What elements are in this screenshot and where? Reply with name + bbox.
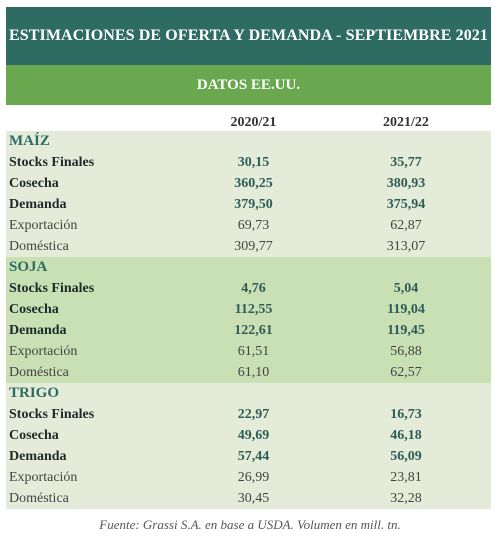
value-2021-22: 35,77 xyxy=(390,154,422,170)
table-row: Exportación 69,73 62,87 xyxy=(6,215,491,236)
row-label: Demanda xyxy=(9,322,67,338)
value-2021-22: 380,93 xyxy=(386,175,426,191)
section-soy: SOJA Stocks Finales 4,76 5,04 Cosecha 11… xyxy=(6,257,491,383)
value-2021-22: 23,81 xyxy=(390,469,422,485)
table-row: Stocks Finales 22,97 16,73 xyxy=(6,404,491,425)
value-2020-21: 26,99 xyxy=(237,469,270,485)
table-row: Cosecha 49,69 46,18 xyxy=(6,425,491,446)
row-label: Stocks Finales xyxy=(9,280,95,296)
section-title: SOJA xyxy=(9,259,48,275)
value-2021-22: 56,09 xyxy=(390,448,422,464)
column-header-row: 2020/21 2021/22 xyxy=(6,105,491,131)
table-row: Cosecha 112,55 119,04 xyxy=(6,299,491,320)
table-row: Demanda 57,44 56,09 xyxy=(6,446,491,467)
row-label: Doméstica xyxy=(9,490,69,506)
value-2020-21: 61,10 xyxy=(237,364,270,380)
table-row: Doméstica 30,45 32,28 xyxy=(6,488,491,509)
section-title: MAÍZ xyxy=(9,133,50,149)
value-2020-21: 49,69 xyxy=(237,427,270,443)
value-2021-22: 5,04 xyxy=(393,280,419,296)
value-2021-22: 62,57 xyxy=(390,364,422,380)
row-label: Exportación xyxy=(9,469,78,485)
estimates-table: ESTIMACIONES DE OFERTA Y DEMANDA - SEPTI… xyxy=(6,7,491,509)
table-subtitle: DATOS EE.UU. xyxy=(6,65,491,105)
value-2021-22: 62,87 xyxy=(390,217,422,233)
value-2021-22: 119,45 xyxy=(387,322,425,338)
value-2020-21: 360,25 xyxy=(234,175,273,191)
row-label: Exportación xyxy=(9,343,78,359)
value-2020-21: 57,44 xyxy=(237,448,270,464)
value-2021-22: 56,88 xyxy=(390,343,422,359)
value-2020-21: 22,97 xyxy=(237,406,270,422)
table-title: ESTIMACIONES DE OFERTA Y DEMANDA - SEPTI… xyxy=(6,7,491,65)
value-2021-22: 119,04 xyxy=(387,301,425,317)
row-label: Stocks Finales xyxy=(9,406,95,422)
value-2021-22: 16,73 xyxy=(390,406,422,422)
table-row: Exportación 61,51 56,88 xyxy=(6,341,491,362)
section-title: TRIGO xyxy=(9,385,60,401)
table-row: Doméstica 61,10 62,57 xyxy=(6,362,491,383)
row-label: Cosecha xyxy=(9,427,59,443)
row-label: Doméstica xyxy=(9,364,69,380)
column-header-2020-21: 2020/21 xyxy=(230,115,277,130)
row-label: Doméstica xyxy=(9,238,69,254)
table-row: Demanda 379,50 375,94 xyxy=(6,194,491,215)
row-label: Stocks Finales xyxy=(9,154,95,170)
value-2021-22: 375,94 xyxy=(386,196,426,212)
row-label: Demanda xyxy=(9,448,67,464)
value-2020-21: 30,45 xyxy=(237,490,270,506)
row-label: Cosecha xyxy=(9,175,59,191)
value-2021-22: 32,28 xyxy=(390,490,422,506)
row-label: Demanda xyxy=(9,196,67,212)
value-2020-21: 379,50 xyxy=(234,196,273,212)
table-row: Doméstica 309,77 313,07 xyxy=(6,236,491,257)
section-wheat: TRIGO Stocks Finales 22,97 16,73 Cosecha… xyxy=(6,383,491,509)
value-2020-21: 69,73 xyxy=(237,217,270,233)
value-2020-21: 112,55 xyxy=(234,301,273,317)
table-row: Cosecha 360,25 380,93 xyxy=(6,173,491,194)
value-2021-22: 313,07 xyxy=(386,238,426,254)
row-label: Exportación xyxy=(9,217,78,233)
value-2020-21: 122,61 xyxy=(234,322,273,338)
table-row: Exportación 26,99 23,81 xyxy=(6,467,491,488)
table-row: Stocks Finales 30,15 35,77 xyxy=(6,152,491,173)
section-corn: MAÍZ Stocks Finales 30,15 35,77 Cosecha … xyxy=(6,131,491,257)
row-label: Cosecha xyxy=(9,301,59,317)
value-2020-21: 61,51 xyxy=(237,343,270,359)
value-2020-21: 4,76 xyxy=(241,280,266,296)
source-note: Fuente: Grassi S.A. en base a USDA. Volu… xyxy=(99,517,401,532)
table-row: Demanda 122,61 119,45 xyxy=(6,320,491,341)
table-row: Stocks Finales 4,76 5,04 xyxy=(6,278,491,299)
value-2020-21: 30,15 xyxy=(237,154,270,170)
value-2020-21: 309,77 xyxy=(234,238,273,254)
value-2021-22: 46,18 xyxy=(390,427,422,443)
column-header-2021-22: 2021/22 xyxy=(383,115,429,130)
